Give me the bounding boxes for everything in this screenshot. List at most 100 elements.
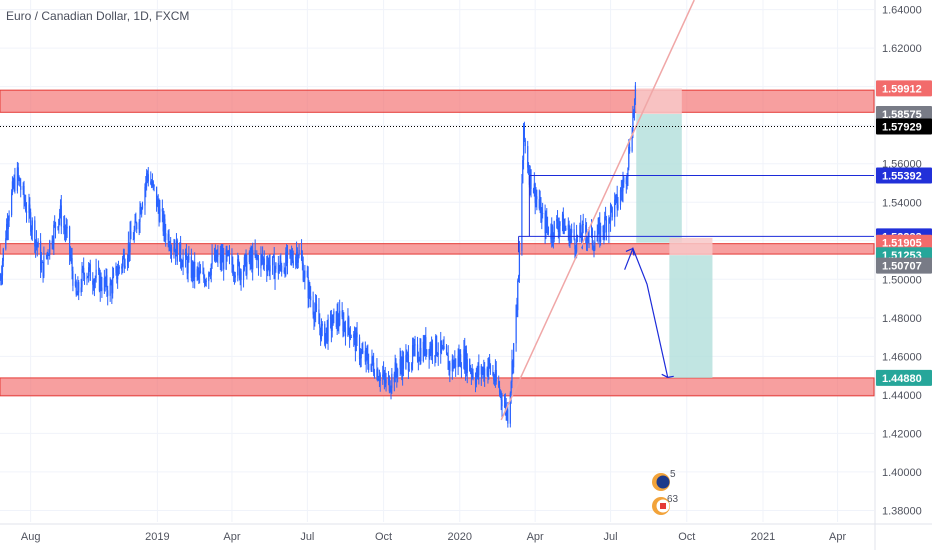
candle-body: [425, 337, 427, 355]
candle-body: [460, 354, 462, 368]
candle-body: [625, 177, 627, 185]
candle-body: [100, 276, 102, 288]
candle-body: [609, 205, 612, 222]
drawing-layer: [0, 0, 874, 421]
arrow-head-icon: [625, 247, 635, 256]
candle-body: [121, 266, 123, 269]
candle-body: [412, 345, 414, 350]
x-tick-label: Apr: [527, 531, 544, 543]
candle-body: [30, 229, 33, 232]
candle-body: [596, 235, 598, 242]
price-tag-bg: [876, 369, 932, 386]
candle-body: [197, 268, 199, 271]
candle-body: [604, 216, 606, 233]
candle-body: [106, 275, 108, 291]
candle-body: [527, 146, 529, 168]
candle-body: [411, 345, 414, 364]
candle-body: [6, 223, 9, 230]
candle-body: [557, 226, 559, 233]
candle-body: [517, 280, 519, 311]
candle-body: [441, 347, 443, 349]
price-tag: 1.58575: [876, 106, 932, 123]
candle-body: [219, 253, 221, 264]
candle-body: [324, 333, 327, 345]
candle-body: [488, 359, 490, 369]
candle-body: [470, 370, 472, 375]
candle-body: [354, 332, 356, 352]
candle-body: [151, 181, 154, 186]
candle-body: [481, 371, 483, 375]
candle-body: [627, 167, 629, 177]
candle-body: [57, 226, 59, 229]
candle-body: [571, 229, 573, 233]
candle-body: [87, 276, 89, 278]
candle-body: [588, 228, 590, 238]
candle-body: [587, 237, 589, 239]
event-badge[interactable]: 5 63: [652, 469, 679, 515]
candle-body: [493, 375, 495, 381]
candle-body: [66, 226, 68, 229]
candle-body: [377, 369, 379, 381]
candle-body: [175, 248, 177, 257]
candle-body: [286, 250, 289, 264]
candle-body: [366, 350, 368, 355]
candle-body: [139, 207, 141, 223]
candle-body: [347, 317, 349, 337]
candle-body: [173, 247, 175, 252]
candle-body: [362, 350, 364, 353]
candle-body: [510, 381, 512, 394]
candle-body: [88, 264, 91, 268]
candle-body: [98, 270, 101, 291]
candle-body: [429, 346, 431, 358]
candle-body: [75, 281, 77, 295]
candle-body: [619, 190, 622, 205]
candle-body: [556, 219, 558, 222]
candle-body: [312, 300, 314, 315]
candle-body: [457, 355, 459, 368]
candle-body: [82, 267, 84, 269]
candle-body: [546, 225, 549, 227]
candle-body: [585, 225, 587, 233]
price-tag: 1.51905: [876, 234, 932, 251]
candle-body: [10, 192, 13, 216]
candle-body: [440, 340, 443, 349]
candle-body: [254, 250, 256, 256]
candle-body: [420, 348, 422, 361]
candle-body: [431, 343, 434, 356]
candle-body: [130, 231, 132, 240]
x-tick-label: Oct: [678, 531, 695, 543]
x-tick-label: Apr: [829, 531, 846, 543]
price-tag: 1.44880: [876, 369, 932, 386]
candle-body: [272, 256, 274, 258]
candle-body: [518, 276, 520, 281]
candle-body: [431, 343, 433, 353]
candle-body: [251, 254, 253, 270]
x-tick-label: 2021: [751, 531, 775, 543]
candle-body: [494, 370, 497, 382]
candle-body: [93, 284, 95, 288]
candle-body: [515, 305, 517, 344]
candle-body: [71, 258, 73, 271]
candle-body: [495, 370, 497, 382]
candle-body: [30, 212, 32, 232]
candle-body: [187, 260, 189, 274]
candle-body: [337, 312, 339, 323]
candle-body: [397, 368, 399, 377]
candle-body: [364, 350, 366, 362]
candle-body: [59, 205, 62, 214]
candle-body: [28, 204, 30, 213]
candle-body: [424, 337, 426, 353]
candle-body: [150, 181, 152, 184]
candle-body: [513, 343, 515, 368]
candle-body: [284, 269, 286, 275]
candle-body: [304, 270, 306, 279]
short-position-target-area: [636, 114, 682, 243]
candle-body: [141, 205, 144, 209]
candle-body: [151, 183, 153, 186]
candle-body: [266, 264, 268, 272]
candle-body: [575, 249, 577, 252]
candle-body: [99, 276, 101, 291]
candle-body: [168, 234, 170, 248]
